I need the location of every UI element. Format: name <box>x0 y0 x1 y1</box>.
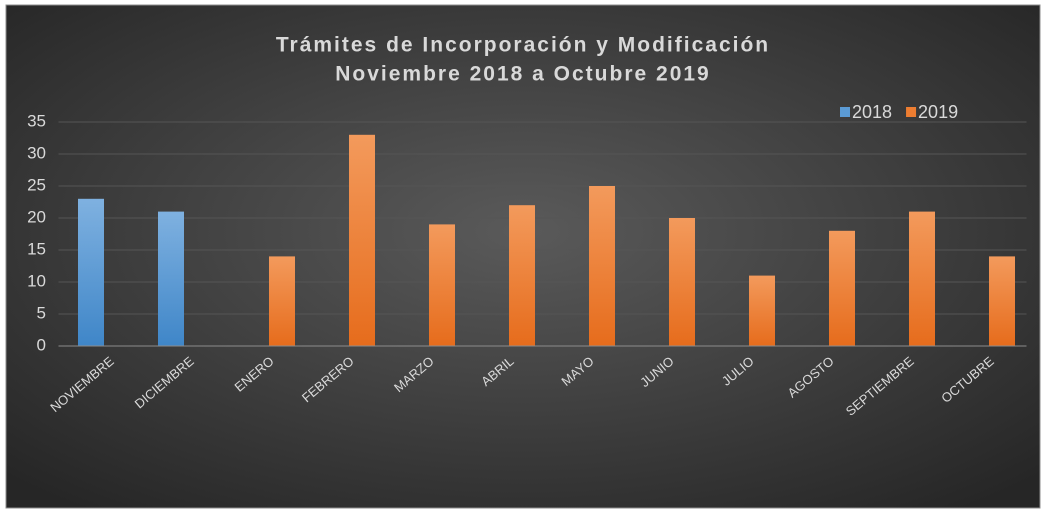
bar <box>589 186 615 346</box>
bar <box>429 224 455 346</box>
y-tick-label: 10 <box>27 271 46 290</box>
y-tick-label: 5 <box>37 303 46 322</box>
bar <box>829 230 855 346</box>
y-tick-label: 30 <box>27 143 46 162</box>
y-tick-label: 35 <box>27 111 46 130</box>
y-tick-label: 25 <box>27 175 46 194</box>
y-tick-label: 20 <box>27 207 46 226</box>
legend-swatch <box>840 107 850 117</box>
bar <box>158 211 184 346</box>
chart-title: Trámites de Incorporación y Modificación <box>276 34 770 57</box>
legend-label: 2018 <box>852 102 892 122</box>
bar <box>509 205 535 346</box>
bar <box>669 218 695 346</box>
bar <box>349 134 375 346</box>
bar <box>989 256 1015 346</box>
bar <box>269 256 295 346</box>
bar <box>909 211 935 346</box>
bar <box>78 198 104 346</box>
y-tick-label: 0 <box>37 335 46 354</box>
y-tick-label: 15 <box>27 239 46 258</box>
bar <box>749 275 775 346</box>
legend-swatch <box>906 107 917 117</box>
legend-label: 2019 <box>918 102 958 122</box>
chart-subtitle: Noviembre 2018 a Octubre 2019 <box>335 63 711 86</box>
